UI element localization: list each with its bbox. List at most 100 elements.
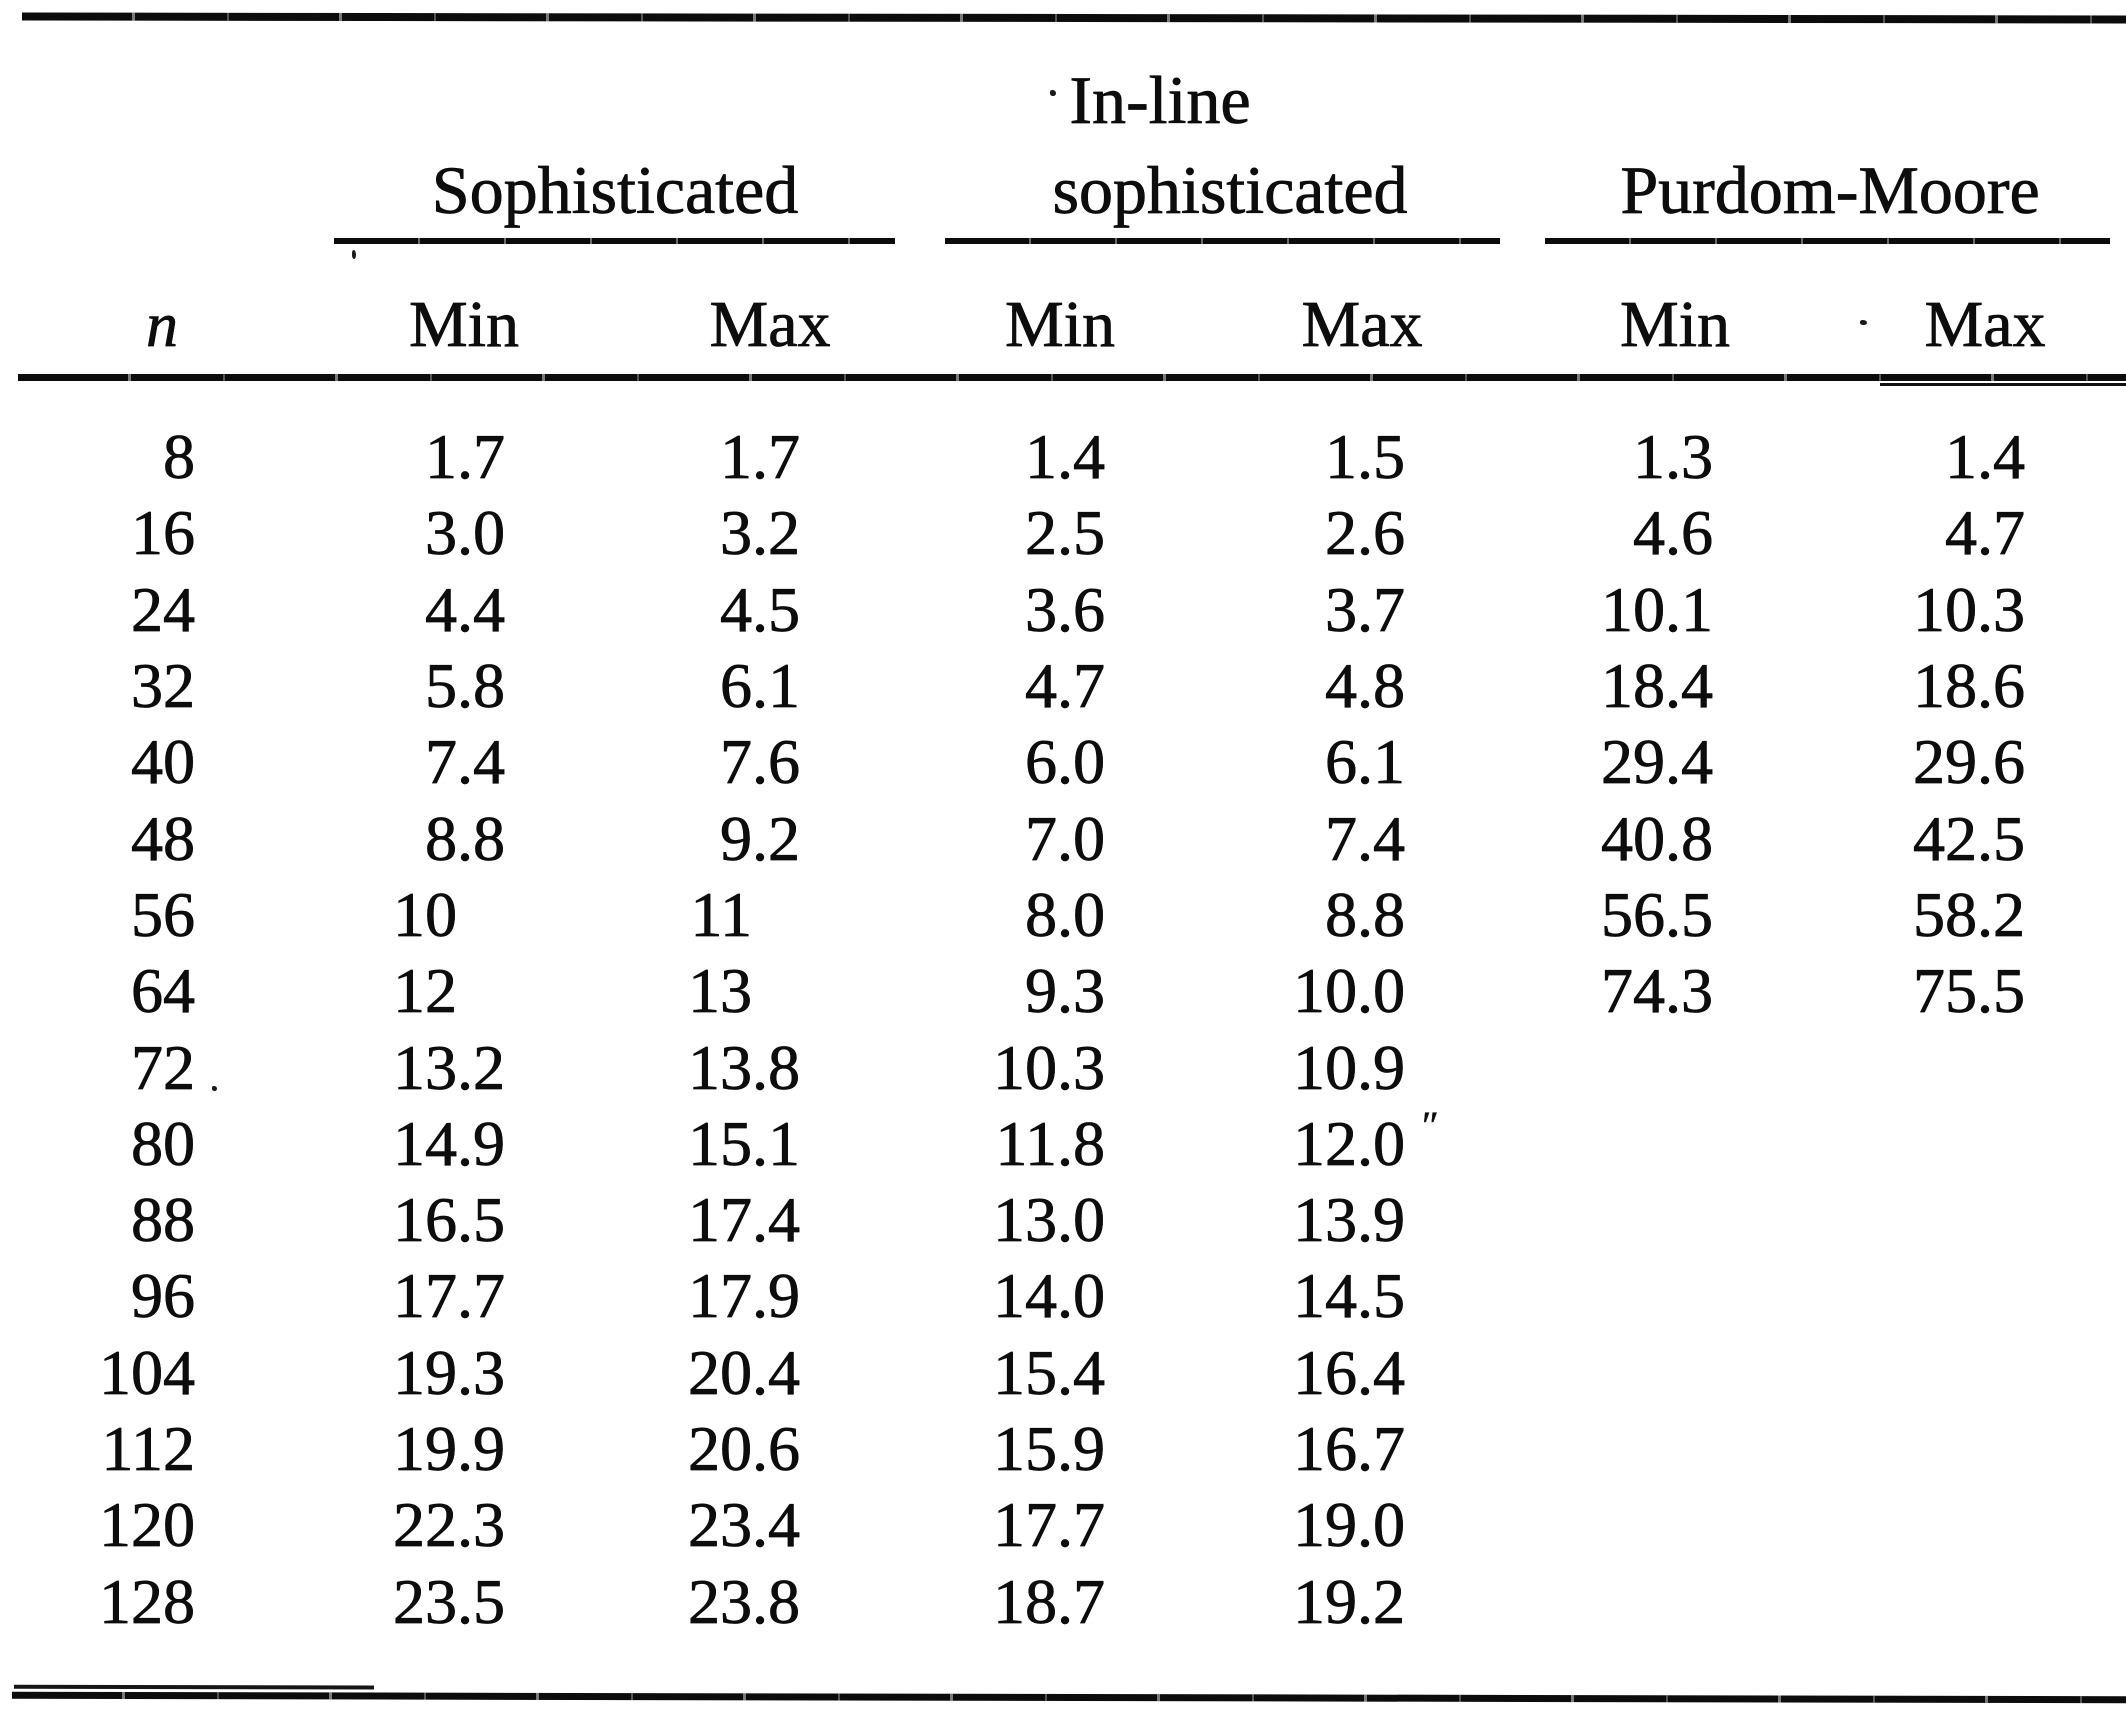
cell-value: 14.5 [1293,1260,1406,1332]
cell-value: 13.8 [688,1031,801,1103]
cell-value: 19.0 [1293,1489,1406,1561]
cell-value: 1.7 [425,421,506,493]
cell-value [1721,1182,2033,1258]
column-header-soph-min: Min [408,288,520,361]
cell-value: 14.9 [393,1107,506,1179]
cell-n: 56 [131,878,196,951]
cell-value: 19.2 [1293,1565,1406,1637]
table-row: 72 13.2 13.8 10.3 10.9 [0,1029,2033,1105]
table-row: 112 19.9 20.6 15.9 16.7 [0,1411,2033,1487]
stray-tick-mark: ʺ [1422,1103,1437,1148]
cell-value: 75.5 [1913,955,2026,1027]
cell-n: 32 [131,650,196,722]
cell-value: 16.7 [1293,1413,1406,1485]
cell-value: 12 [393,955,458,1027]
group-header-purdom-moore: Purdom-Moore [1620,152,2040,229]
table-row: 96 17.7 17.9 14.0 14.5 [0,1258,2033,1334]
cell-value: 3.7 [1325,573,1406,645]
cell-value: 13.9 [1293,1184,1406,1256]
cell-value [1413,1487,1721,1563]
table-row: 24 4.4 4.5 3.6 3.7 10.1 10.3 [0,572,2033,648]
cell-value: 20.6 [688,1413,801,1485]
cell-value: 16.4 [1293,1336,1406,1408]
group-header-inline-line1: In-line [1069,62,1251,139]
cell-value: 23.4 [688,1489,801,1561]
cell-value [1413,1258,1721,1334]
cell-value: 15.1 [688,1107,801,1179]
cell-value: 56.5 [1601,878,1714,951]
cell-value [1721,1487,2033,1563]
cell-value: 1.5 [1325,421,1406,493]
table-row: 80 14.9 15.1 11.8 12.0 [0,1106,2033,1182]
cell-value: 18.7 [993,1565,1106,1637]
cell-value: 42.5 [1913,802,2026,874]
cell-value: 4.6 [1633,497,1714,569]
scan-speck [352,250,356,259]
cell-value: 6.0 [1025,726,1106,798]
cell-value: 13.0 [993,1184,1106,1256]
column-header-pm-max: Max [1924,288,2046,361]
cell-value: 74.3 [1601,955,1714,1027]
cell-n: 120 [99,1489,196,1561]
cell-n: 8 [163,421,196,493]
cell-value: 11 [690,878,752,951]
underline-sophisticated [334,238,895,244]
cell-value: 17.4 [688,1184,801,1256]
table-row: 16 3.0 3.2 2.5 2.6 4.6 4.7 [0,495,2033,571]
cell-n: 64 [131,955,196,1027]
table-row: 104 19.3 20.4 15.4 16.4 [0,1335,2033,1411]
cell-value: 2.5 [1025,497,1106,569]
cell-value: 18.6 [1913,650,2026,722]
underline-purdom-moore [1545,238,2110,244]
cell-value: 4.4 [425,573,506,645]
table-row: 128 23.5 23.8 18.7 19.2 [0,1563,2033,1639]
cell-value: 5.8 [425,650,506,722]
cell-value: 9.2 [720,802,801,874]
cell-value: 23.8 [688,1565,801,1637]
cell-value: 15.9 [993,1413,1106,1485]
table-row: 40 7.4 7.6 6.0 6.1 29.4 29.6 [0,724,2033,800]
cell-value [1721,1106,2033,1182]
cell-value: 29.4 [1601,726,1714,798]
cell-value: 3.6 [1025,573,1106,645]
cell-value [1721,1563,2033,1639]
cell-value: 17.7 [393,1260,506,1332]
cell-n: 88 [131,1184,196,1256]
cell-value: 6.1 [1325,726,1406,798]
cell-value: 4.8 [1325,650,1406,722]
cell-value: 7.4 [425,726,506,798]
cell-value: 7.6 [720,726,801,798]
cell-value: 7.0 [1025,802,1106,874]
table-body: 8 1.7 1.7 1.4 1.5 1.3 1.4 16 3.0 3.2 2.5 2.6 4.6 4.7 2… [0,419,2033,1640]
cell-value: 8.0 [1025,878,1106,951]
cell-value [1721,1258,2033,1334]
group-header-sophisticated: Sophisticated [431,152,799,229]
cell-value: 23.5 [393,1565,506,1637]
cell-value [1413,1182,1721,1258]
cell-value [1721,1029,2033,1105]
cell-value: 10.3 [1913,573,2026,645]
cell-value: 10.1 [1601,573,1714,645]
cell-value: 10.0 [1293,955,1406,1027]
cell-value: 4.7 [1025,650,1106,722]
cell-value: 1.3 [1633,421,1714,493]
cell-value: 40.8 [1601,802,1714,874]
group-header-inline-line2: sophisticated [1052,152,1408,229]
table-row: 48 8.8 9.2 7.0 7.4 40.8 42.5 [0,800,2033,876]
cell-n: 112 [101,1413,195,1485]
cell-value: 29.6 [1913,726,2026,798]
timing-table: 8 1.7 1.7 1.4 1.5 1.3 1.4 16 3.0 3.2 2.5 2.6 4.6 4.7 2… [0,419,2033,1640]
table-top-rule [22,12,2126,24]
cell-n: 96 [131,1260,196,1332]
cell-value: 1.4 [1025,421,1106,493]
table-bottom-rule [12,1691,2126,1704]
cell-value: 4.5 [720,573,801,645]
underline-inline-sophisticated [945,238,1500,244]
column-header-inline-max: Max [1301,288,1423,361]
cell-value: 1.7 [720,421,801,493]
table-row: 32 5.8 6.1 4.7 4.8 18.4 18.6 [0,648,2033,724]
cell-value: 19.9 [393,1413,506,1485]
cell-value [1413,1411,1721,1487]
cell-n: 128 [99,1565,196,1637]
